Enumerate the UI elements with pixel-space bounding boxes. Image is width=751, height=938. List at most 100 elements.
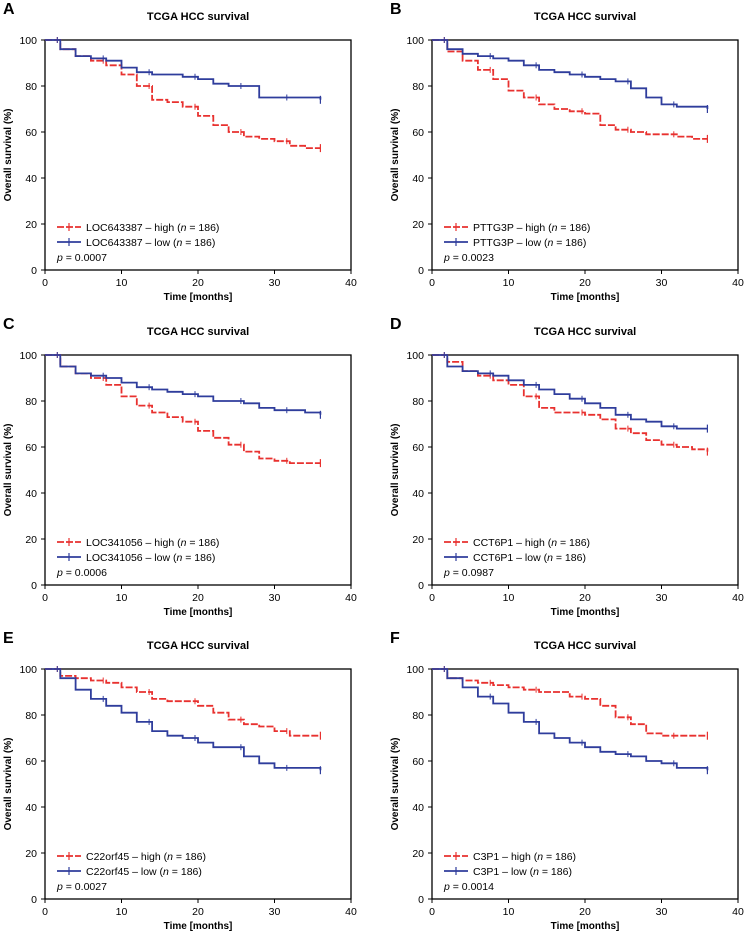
legend-n: n (167, 851, 173, 863)
chart-title: TCGA HCC survival (534, 11, 636, 23)
p-symbol: p (56, 252, 63, 264)
chart-title: TCGA HCC survival (534, 640, 636, 652)
y-tick-label: 60 (25, 442, 37, 454)
chart-panel-f: F TCGA HCC survival 0 20 40 60 80 100 0 10 20 30 40 T… (390, 630, 744, 932)
y-axis-label: Overall survival (%) (3, 424, 14, 517)
y-tick-label: 20 (412, 848, 424, 860)
legend-main: C22orf45 – high ( (86, 851, 168, 863)
y-tick-label: 100 (406, 664, 424, 676)
legend-n: n (533, 866, 539, 878)
panel-letter: D (390, 316, 402, 333)
y-tick-label: 20 (412, 534, 424, 546)
y-tick-label: 0 (31, 580, 37, 592)
y-axis-label: Overall survival (%) (3, 109, 14, 202)
y-tick-label: 0 (418, 894, 424, 906)
x-tick-label: 0 (42, 592, 48, 604)
legend-main: LOC341056 – low ( (86, 552, 177, 564)
legend-main: CCT6P1 – high ( (473, 537, 552, 549)
x-axis-label: Time [months] (551, 607, 620, 618)
p-value: = 0.0027 (63, 881, 107, 893)
x-tick-label: 40 (345, 277, 357, 289)
y-tick-label: 0 (31, 265, 37, 277)
p-symbol: p (56, 567, 63, 579)
y-tick-label: 40 (25, 173, 37, 185)
y-tick-label: 60 (412, 756, 424, 768)
series-line-high (45, 354, 321, 464)
y-tick-label: 40 (412, 173, 424, 185)
x-tick-label: 20 (192, 277, 204, 289)
panel-letter: F (390, 630, 400, 647)
series-line-high (432, 668, 708, 737)
y-axis-label: Overall survival (%) (390, 738, 401, 831)
p-value-label: p = 0.0007 (56, 252, 107, 264)
legend-label-high: PTTG3P – high (n = 186) (473, 222, 590, 234)
panel-letter: B (390, 1, 402, 18)
y-tick-label: 20 (25, 219, 37, 231)
x-tick-label: 30 (656, 592, 668, 604)
y-tick-label: 80 (412, 396, 424, 408)
y-tick-label: 60 (25, 127, 37, 139)
chart-panel-e: E TCGA HCC survival 0 20 40 60 80 100 0 10 20 30 40 T… (3, 630, 357, 932)
series-line-low (432, 39, 709, 109)
legend-main: C3P1 – low ( (473, 866, 534, 878)
x-tick-label: 40 (345, 906, 357, 918)
x-tick-label: 30 (269, 277, 281, 289)
legend-label-high: LOC341056 – high (n = 186) (86, 537, 219, 549)
legend-tail: = 186) (553, 237, 586, 249)
y-tick-label: 100 (19, 350, 37, 362)
x-tick-label: 0 (429, 906, 435, 918)
x-tick-label: 20 (579, 277, 591, 289)
legend-label-high: C3P1 – high (n = 186) (473, 851, 576, 863)
y-tick-label: 80 (412, 710, 424, 722)
series-line-high (432, 39, 708, 140)
chart-title: TCGA HCC survival (147, 11, 249, 23)
y-axis-label: Overall survival (%) (390, 424, 401, 517)
series-line-low (45, 668, 322, 771)
legend-label-low: CCT6P1 – low (n = 186) (473, 552, 586, 564)
legend-tail: = 186) (173, 851, 206, 863)
p-symbol: p (443, 881, 450, 893)
plot-frame (431, 354, 739, 586)
series-line-low (432, 354, 708, 430)
x-tick-label: 10 (116, 906, 128, 918)
series-line-low (45, 39, 322, 100)
x-tick-label: 20 (192, 906, 204, 918)
x-tick-label: 10 (503, 277, 515, 289)
panel-letter: C (3, 316, 15, 333)
legend-label-low: C3P1 – low (n = 186) (473, 866, 572, 878)
y-tick-label: 100 (406, 350, 424, 362)
p-value-label: p = 0.0987 (443, 567, 494, 579)
p-symbol: p (443, 567, 450, 579)
legend-label-low: LOC341056 – low (n = 186) (86, 552, 215, 564)
series-line-high (45, 668, 321, 737)
x-tick-label: 10 (503, 906, 515, 918)
chart-title: TCGA HCC survival (147, 326, 249, 338)
y-tick-label: 60 (25, 756, 37, 768)
legend-main: LOC643387 – low ( (86, 237, 177, 249)
p-value: = 0.0007 (63, 252, 107, 264)
plot-frame (44, 668, 352, 900)
legend-n: n (181, 537, 187, 549)
legend-tail: = 186) (186, 537, 219, 549)
legend-n: n (181, 222, 187, 234)
x-tick-label: 10 (503, 592, 515, 604)
x-tick-label: 20 (579, 592, 591, 604)
legend-tail: = 186) (186, 222, 219, 234)
p-value: = 0.0006 (63, 567, 107, 579)
legend-label-low: PTTG3P – low (n = 186) (473, 237, 586, 249)
legend-label-low: LOC643387 – low (n = 186) (86, 237, 215, 249)
y-tick-label: 40 (412, 488, 424, 500)
legend-n: n (551, 537, 557, 549)
legend-main: PTTG3P – low ( (473, 237, 548, 249)
y-tick-label: 0 (31, 894, 37, 906)
x-axis-label: Time [months] (164, 292, 233, 303)
y-tick-label: 100 (19, 35, 37, 47)
p-value-label: p = 0.0006 (56, 567, 107, 579)
legend-n: n (552, 222, 558, 234)
y-tick-label: 0 (418, 580, 424, 592)
y-tick-label: 40 (25, 802, 37, 814)
y-tick-label: 0 (418, 265, 424, 277)
chart-panel-a: A TCGA HCC survival 0 20 40 60 80 100 0 10 20 30 40 T… (3, 1, 357, 303)
legend-tail: = 186) (557, 537, 590, 549)
